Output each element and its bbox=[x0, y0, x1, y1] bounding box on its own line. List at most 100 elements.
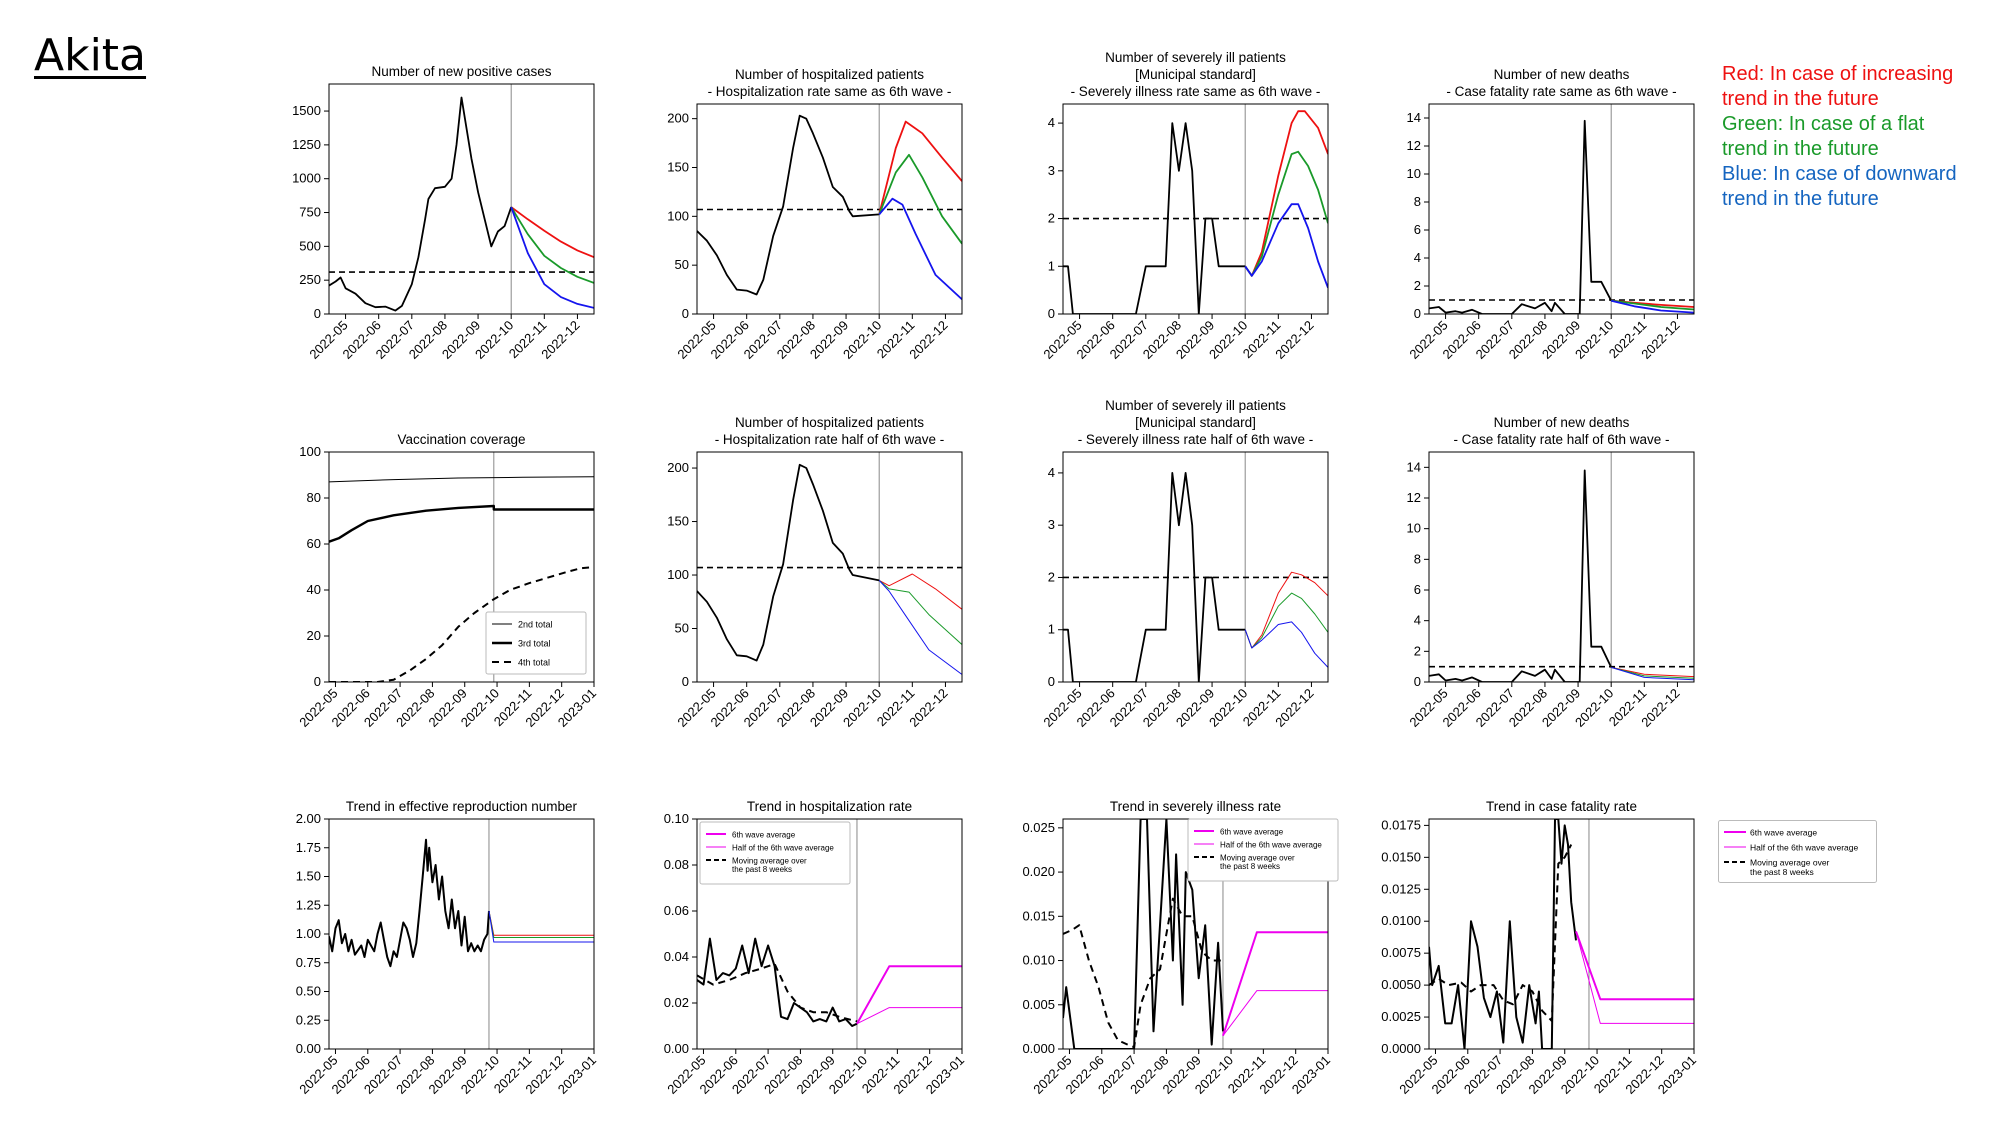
series-line bbox=[488, 910, 594, 936]
page-title: Akita bbox=[34, 30, 147, 81]
series-line bbox=[878, 580, 962, 645]
chart-title: Vaccination coverage bbox=[397, 432, 525, 447]
y-tick-label: 40 bbox=[307, 582, 321, 597]
series-line bbox=[878, 197, 962, 300]
series-line bbox=[1611, 666, 1694, 678]
y-tick-label: 0.0075 bbox=[1381, 945, 1421, 960]
plot-frame bbox=[328, 83, 595, 315]
plot-lines bbox=[329, 84, 594, 314]
series-line bbox=[1611, 666, 1694, 679]
chart-title: Number of severely ill patients bbox=[1105, 398, 1286, 413]
plot-frame bbox=[1062, 103, 1329, 315]
chart-title: - Hospitalization rate same as 6th wave … bbox=[708, 84, 952, 99]
y-tick-label: 150 bbox=[667, 514, 689, 529]
y-tick-label: 100 bbox=[667, 208, 689, 223]
series-line bbox=[329, 566, 594, 682]
chart-vaccination: Vaccination coverage0204060801002022-052… bbox=[296, 432, 599, 730]
y-tick-label: 20 bbox=[307, 628, 321, 643]
series-line bbox=[1575, 931, 1694, 1001]
y-tick-label: 500 bbox=[299, 238, 321, 253]
plot-area: Trend in hospitalization rate 0.00 0.02 0.0… bbox=[664, 799, 967, 1097]
y-tick-label: 2 bbox=[1414, 278, 1421, 293]
plot-area: Trend in severely illness rate 0.000 0.005… bbox=[1022, 799, 1339, 1097]
series-line bbox=[488, 910, 594, 938]
y-tick-label: 6 bbox=[1414, 582, 1421, 597]
chart-hospitalized-half: Number of hospitalized patients - Hospita… bbox=[667, 415, 963, 730]
series-line bbox=[1063, 819, 1224, 1049]
scenario-legend-line: trend in the future bbox=[1722, 138, 1879, 160]
plot-area: Number of hospitalized patients - Hospita… bbox=[667, 67, 963, 362]
y-tick-label: 0.0125 bbox=[1381, 881, 1421, 896]
chart-legend: 6th wave average Half of the 6th wave ave… bbox=[699, 821, 851, 885]
plot-lines bbox=[1063, 104, 1328, 314]
y-tick-label: 200 bbox=[667, 111, 689, 126]
chart-title: Trend in effective reproduction number bbox=[346, 799, 578, 814]
plot-area: Number of severely ill patients [Municipa… bbox=[1040, 398, 1329, 730]
y-tick-label: 1.50 bbox=[296, 869, 321, 884]
plot-area: Number of severely ill patients [Municipa… bbox=[1040, 50, 1329, 362]
chart-title: - Case fatality rate same as 6th wave - bbox=[1446, 84, 1676, 99]
legend-label: Half of the 6th wave average bbox=[732, 844, 834, 853]
series-line bbox=[697, 962, 858, 1023]
plot-area: Trend in case fatality rate 0.0000 0.0025 0… bbox=[1381, 799, 1699, 1097]
series-line bbox=[878, 153, 962, 245]
series-line bbox=[1222, 990, 1328, 1037]
legend-label: the past 8 weeks bbox=[1220, 862, 1280, 871]
y-tick-label: 80 bbox=[307, 490, 321, 505]
y-tick-label: 0.0100 bbox=[1381, 913, 1421, 928]
series-line bbox=[1429, 844, 1573, 1022]
series-line bbox=[329, 476, 594, 483]
y-tick-label: 100 bbox=[299, 444, 321, 459]
y-tick-label: 100 bbox=[667, 567, 689, 582]
y-tick-label: 12 bbox=[1407, 138, 1421, 153]
y-tick-label: 0.0000 bbox=[1381, 1041, 1421, 1056]
y-tick-label: 10 bbox=[1407, 166, 1421, 181]
y-tick-label: 0.04 bbox=[664, 949, 689, 964]
y-tick-label: 0.50 bbox=[296, 984, 321, 999]
y-tick-label: 0 bbox=[314, 674, 321, 689]
y-tick-label: 0.020 bbox=[1022, 864, 1055, 879]
plot-area: Number of new positive cases 0 250 500 750 10… bbox=[292, 64, 595, 362]
series-line bbox=[329, 504, 594, 543]
chart-fatality-rate: Trend in case fatality rate 0.0000 0.0025 0… bbox=[1381, 799, 1699, 1097]
y-tick-label: 150 bbox=[667, 159, 689, 174]
chart-deaths-half: Number of new deaths - Case fatality rate… bbox=[1406, 415, 1695, 730]
y-tick-label: 0.00 bbox=[296, 1041, 321, 1056]
y-tick-label: 0.025 bbox=[1022, 820, 1055, 835]
series-line bbox=[856, 965, 962, 1025]
plot-frame bbox=[1428, 818, 1695, 1050]
y-tick-label: 2.00 bbox=[296, 811, 321, 826]
y-tick-label: 200 bbox=[667, 460, 689, 475]
plot-area: Number of hospitalized patients - Hospita… bbox=[667, 415, 963, 730]
series-line bbox=[1244, 621, 1328, 668]
series-line bbox=[510, 206, 594, 309]
chart-title: [Municipal standard] bbox=[1135, 415, 1256, 430]
legend-box bbox=[699, 821, 851, 885]
series-line bbox=[1222, 931, 1328, 1037]
y-tick-label: 0.06 bbox=[664, 903, 689, 918]
series-line bbox=[878, 580, 962, 675]
legend-label: 6th wave average bbox=[1220, 828, 1284, 837]
y-tick-label: 0.0050 bbox=[1381, 977, 1421, 992]
plot-lines bbox=[329, 819, 594, 1049]
plot-area: Number of new deaths - Case fatality rate… bbox=[1406, 67, 1695, 362]
y-tick-label: 3 bbox=[1048, 163, 1055, 178]
chart-title: - Severely illness rate same as 6th wave… bbox=[1071, 84, 1321, 99]
y-tick-label: 0.00 bbox=[664, 1041, 689, 1056]
legend-box bbox=[485, 611, 587, 675]
y-tick-label: 2 bbox=[1414, 643, 1421, 658]
legend-label: 2nd total bbox=[518, 620, 553, 630]
plot-frame bbox=[328, 818, 595, 1050]
y-tick-label: 0 bbox=[1414, 674, 1421, 689]
y-tick-label: 50 bbox=[675, 257, 689, 272]
plot-frame bbox=[1428, 103, 1695, 315]
y-tick-label: 0 bbox=[682, 674, 689, 689]
chart-legend: 2nd total 3rd total 4th total bbox=[485, 611, 587, 675]
series-line bbox=[1429, 469, 1613, 682]
plot-area: Vaccination coverage0204060801002022-052… bbox=[296, 432, 599, 730]
y-tick-label: 14 bbox=[1407, 110, 1421, 125]
y-tick-label: 3 bbox=[1048, 517, 1055, 532]
y-tick-label: 0 bbox=[1048, 306, 1055, 321]
series-line bbox=[329, 96, 513, 312]
scenario-legend-line: trend in the future bbox=[1722, 188, 1879, 210]
